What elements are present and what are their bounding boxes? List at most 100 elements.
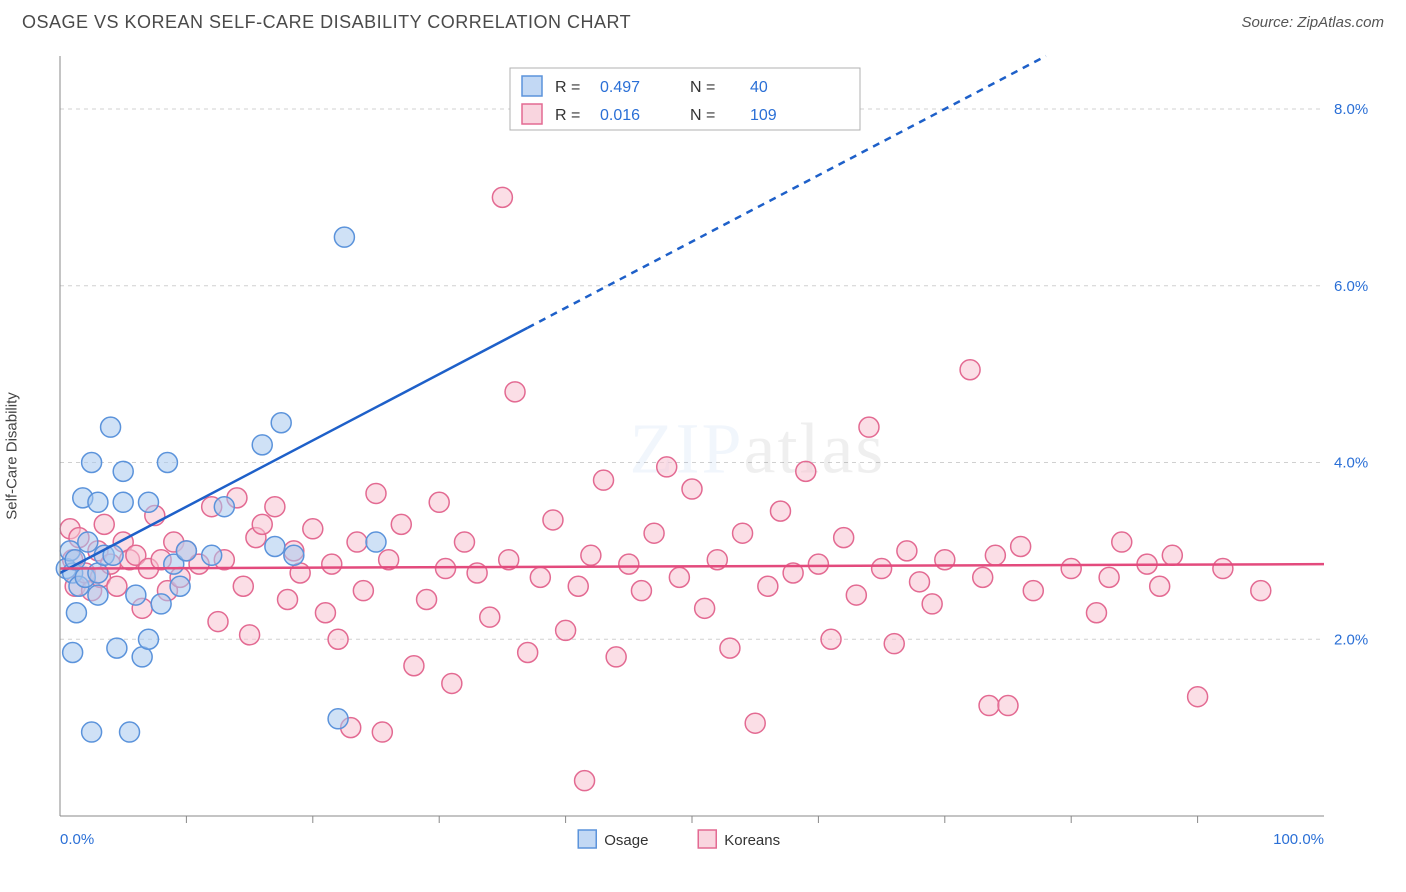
data-point bbox=[404, 656, 424, 676]
data-point bbox=[1023, 581, 1043, 601]
data-point bbox=[594, 470, 614, 490]
data-point bbox=[884, 634, 904, 654]
data-point bbox=[619, 554, 639, 574]
y-tick-label: 6.0% bbox=[1334, 278, 1368, 295]
legend-swatch bbox=[522, 76, 542, 96]
data-point bbox=[834, 528, 854, 548]
data-point bbox=[429, 492, 449, 512]
data-point bbox=[669, 567, 689, 587]
data-point bbox=[233, 576, 253, 596]
data-point bbox=[436, 559, 456, 579]
data-point bbox=[543, 510, 563, 530]
data-point bbox=[910, 572, 930, 592]
legend-swatch bbox=[522, 104, 542, 124]
data-point bbox=[278, 589, 298, 609]
data-point bbox=[170, 576, 190, 596]
data-point bbox=[366, 483, 386, 503]
data-point bbox=[505, 382, 525, 402]
data-point bbox=[1061, 559, 1081, 579]
data-point bbox=[631, 581, 651, 601]
data-point bbox=[1150, 576, 1170, 596]
legend-n-label: N = bbox=[690, 107, 715, 124]
data-point bbox=[88, 585, 108, 605]
chart-container: Self-Care Disability 2.0%4.0%6.0%8.0%ZIP… bbox=[22, 46, 1384, 866]
data-point bbox=[107, 638, 127, 658]
data-point bbox=[328, 629, 348, 649]
data-point bbox=[284, 545, 304, 565]
y-axis-label: Self-Care Disability bbox=[4, 392, 21, 520]
data-point bbox=[581, 545, 601, 565]
data-point bbox=[530, 567, 550, 587]
data-point bbox=[151, 594, 171, 614]
data-point bbox=[271, 413, 291, 433]
data-point bbox=[126, 585, 146, 605]
data-point bbox=[214, 497, 234, 517]
y-tick-label: 2.0% bbox=[1334, 631, 1368, 648]
legend-r-value: 0.016 bbox=[600, 107, 640, 124]
data-point bbox=[808, 554, 828, 574]
data-point bbox=[1112, 532, 1132, 552]
data-point bbox=[480, 607, 500, 627]
bottom-legend-label: Osage bbox=[604, 832, 648, 849]
data-point bbox=[998, 696, 1018, 716]
data-point bbox=[94, 514, 114, 534]
data-point bbox=[334, 227, 354, 247]
data-point bbox=[568, 576, 588, 596]
trend-line bbox=[60, 564, 1324, 568]
legend-n-label: N = bbox=[690, 79, 715, 96]
data-point bbox=[733, 523, 753, 543]
data-point bbox=[315, 603, 335, 623]
data-point bbox=[575, 771, 595, 791]
data-point bbox=[657, 457, 677, 477]
data-point bbox=[63, 643, 83, 663]
data-point bbox=[1011, 536, 1031, 556]
data-point bbox=[366, 532, 386, 552]
data-point bbox=[265, 497, 285, 517]
y-tick-label: 8.0% bbox=[1334, 101, 1368, 118]
data-point bbox=[101, 417, 121, 437]
data-point bbox=[1086, 603, 1106, 623]
data-point bbox=[518, 643, 538, 663]
scatter-chart: 2.0%4.0%6.0%8.0%ZIPatlas0.0%100.0%R =0.4… bbox=[22, 46, 1384, 866]
bottom-legend-swatch bbox=[578, 830, 596, 848]
data-point bbox=[492, 187, 512, 207]
legend-r-label: R = bbox=[555, 107, 580, 124]
x-tick-label: 100.0% bbox=[1273, 831, 1324, 848]
data-point bbox=[252, 435, 272, 455]
data-point bbox=[872, 559, 892, 579]
data-point bbox=[758, 576, 778, 596]
y-tick-label: 4.0% bbox=[1334, 455, 1368, 472]
data-point bbox=[682, 479, 702, 499]
data-point bbox=[720, 638, 740, 658]
data-point bbox=[606, 647, 626, 667]
data-point bbox=[922, 594, 942, 614]
data-point bbox=[372, 722, 392, 742]
data-point bbox=[353, 581, 373, 601]
data-point bbox=[1162, 545, 1182, 565]
data-point bbox=[113, 461, 133, 481]
data-point bbox=[265, 536, 285, 556]
data-point bbox=[859, 417, 879, 437]
data-point bbox=[65, 550, 85, 570]
data-point bbox=[1099, 567, 1119, 587]
data-point bbox=[973, 567, 993, 587]
legend-n-value: 40 bbox=[750, 79, 768, 96]
x-tick-label: 0.0% bbox=[60, 831, 94, 848]
data-point bbox=[960, 360, 980, 380]
data-point bbox=[78, 532, 98, 552]
data-point bbox=[1188, 687, 1208, 707]
data-point bbox=[745, 713, 765, 733]
data-point bbox=[897, 541, 917, 561]
bottom-legend-label: Koreans bbox=[724, 832, 780, 849]
data-point bbox=[985, 545, 1005, 565]
bottom-legend-swatch bbox=[698, 830, 716, 848]
data-point bbox=[66, 603, 86, 623]
legend-r-value: 0.497 bbox=[600, 79, 640, 96]
data-point bbox=[176, 541, 196, 561]
data-point bbox=[796, 461, 816, 481]
data-point bbox=[107, 576, 127, 596]
data-point bbox=[208, 612, 228, 632]
data-point bbox=[240, 625, 260, 645]
data-point bbox=[202, 545, 222, 565]
legend-r-label: R = bbox=[555, 79, 580, 96]
